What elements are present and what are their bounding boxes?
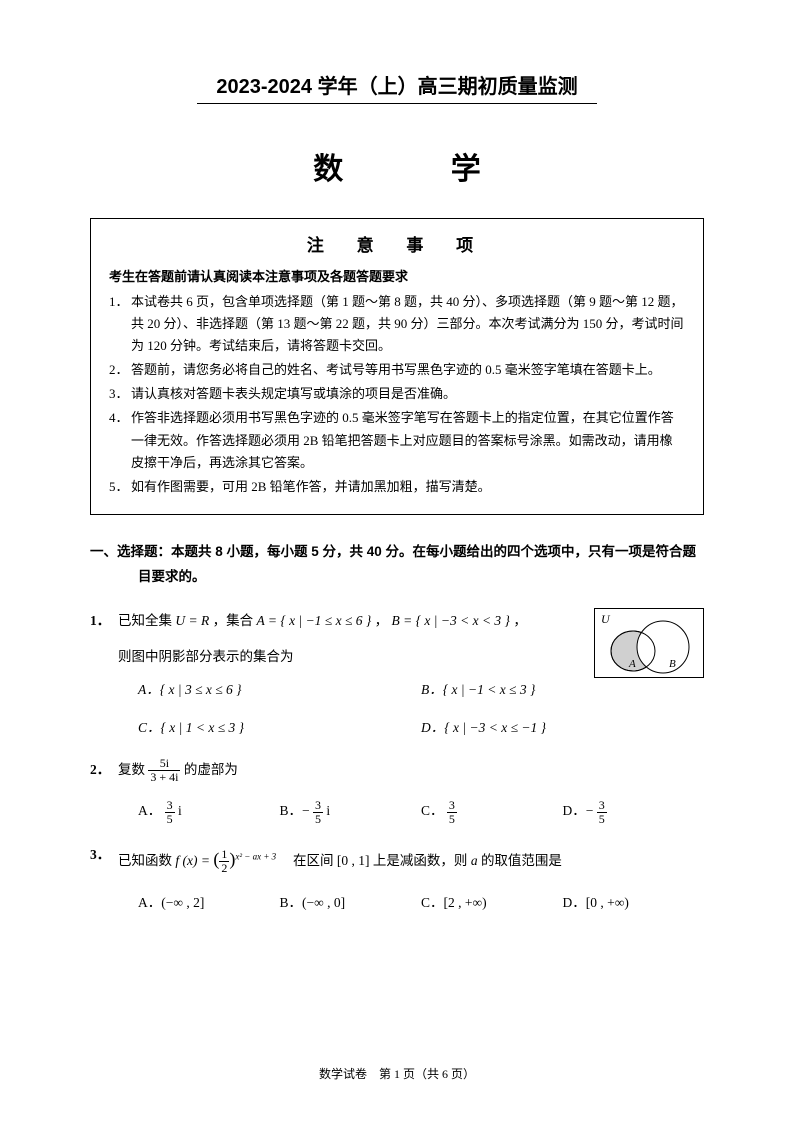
notice-box: 注 意 事 项 考生在答题前请认真阅读本注意事项及各题答题要求 1． 本试卷共 …: [90, 218, 704, 515]
venn-label-a: A: [628, 658, 636, 670]
option-a: A． 3 5 i: [138, 798, 280, 826]
notice-item: 3． 请认真核对答题卡表头规定填写或填涂的项目是否准确。: [109, 383, 685, 405]
math-u: U = R: [175, 613, 209, 628]
option-b: B．(−∞ , 0]: [280, 890, 422, 916]
fraction: 5i 3 + 4i: [148, 757, 180, 784]
opt-suffix: i: [178, 803, 182, 818]
option-b: B．− 3 5 i: [280, 798, 422, 826]
notice-item-text: 答题前，请您务必将自己的姓名、考试号等用书写黑色字迹的 0.5 毫米签字笔填在答…: [131, 359, 685, 381]
fraction-numerator: 1: [219, 848, 229, 862]
notice-item-text: 作答非选择题必须用书写黑色字迹的 0.5 毫米签字笔写在答题卡上的指定位置，在其…: [131, 407, 685, 473]
venn-label-b: B: [669, 658, 676, 670]
question-number: 2．: [90, 757, 118, 826]
venn-svg: U A B: [595, 609, 705, 679]
text: 已知全集: [118, 613, 175, 628]
exam-title: 2023-2024 学年（上）高三期初质量监测: [90, 70, 704, 99]
option-d: D．[0 , +∞): [563, 890, 705, 916]
option-b: B．{ x | −1 < x ≤ 3 }: [421, 677, 704, 703]
fraction-base: 1 2: [219, 848, 229, 875]
opt-suffix: i: [326, 803, 330, 818]
opt-prefix: B．−: [280, 803, 310, 818]
text: 的虚部为: [184, 762, 238, 777]
question-3: 3． 已知函数 f (x) = ( 1 2 )x² − ax + 3 在区间 […: [90, 842, 704, 916]
math-a: a: [471, 853, 478, 868]
options-row: A． 3 5 i B．− 3 5 i C．: [138, 798, 704, 826]
fraction-denominator: 2: [219, 862, 229, 875]
fraction-numerator: 3: [447, 799, 457, 813]
notice-list: 1． 本试卷共 6 页，包含单项选择题（第 1 题～第 8 题，共 40 分）、…: [109, 291, 685, 498]
fraction-denominator: 5: [313, 813, 323, 826]
page-footer: 数学试卷 第 1 页（共 6 页）: [0, 1065, 794, 1082]
fraction: 3 5: [165, 799, 175, 826]
fraction-numerator: 5i: [148, 757, 180, 771]
notice-item: 4． 作答非选择题必须用书写黑色字迹的 0.5 毫米签字笔写在答题卡上的指定位置…: [109, 407, 685, 473]
opt-prefix: A．: [138, 803, 161, 818]
option-a: A．(−∞ , 2]: [138, 890, 280, 916]
text: 在区间 [0 , 1] 上是减函数，则: [280, 853, 471, 868]
math-set-a: A = { x | −1 ≤ x ≤ 6 }: [256, 613, 371, 628]
fraction-denominator: 5: [447, 813, 457, 826]
title-underline: [197, 103, 597, 104]
notice-item-number: 3．: [109, 383, 131, 405]
subject-title: 数 学: [140, 144, 704, 188]
options-row: A．{ x | 3 ≤ x ≤ 6 } B．{ x | −1 < x ≤ 3 }: [138, 677, 704, 703]
notice-item-text: 本试卷共 6 页，包含单项选择题（第 1 题～第 8 题，共 40 分）、多项选…: [131, 291, 685, 357]
section-1-heading: 一、选择题：本题共 8 小题，每小题 5 分，共 40 分。在每小题给出的四个选…: [138, 539, 704, 590]
math-set-b: B = { x | −3 < x < 3 }: [392, 613, 510, 628]
option-d: D．− 3 5: [563, 798, 705, 826]
fraction-denominator: 5: [597, 813, 607, 826]
fraction: 3 5: [313, 799, 323, 826]
notice-item: 1． 本试卷共 6 页，包含单项选择题（第 1 题～第 8 题，共 40 分）、…: [109, 291, 685, 357]
question-number: 3．: [90, 842, 118, 916]
question-1: 1． 已知全集 U = R ，集合 A = { x | −1 ≤ x ≤ 6 }…: [90, 608, 704, 741]
notice-item-number: 1．: [109, 291, 131, 357]
text: 复数: [118, 762, 148, 777]
fraction-numerator: 3: [313, 799, 323, 813]
venn-label-u: U: [601, 612, 611, 626]
notice-item: 2． 答题前，请您务必将自己的姓名、考试号等用书写黑色字迹的 0.5 毫米签字笔…: [109, 359, 685, 381]
text: ，: [375, 613, 389, 628]
fraction-denominator: 3 + 4i: [148, 771, 180, 784]
fraction-numerator: 3: [597, 799, 607, 813]
notice-item-number: 4．: [109, 407, 131, 473]
venn-circle-b: [637, 621, 689, 673]
option-c: C． 3 5: [421, 798, 563, 826]
question-stem: 已知全集 U = R ，集合 A = { x | −1 ≤ x ≤ 6 } ， …: [118, 608, 558, 634]
notice-item-text: 请认真核对答题卡表头规定填写或填涂的项目是否准确。: [131, 383, 685, 405]
fraction-numerator: 3: [165, 799, 175, 813]
fraction: 3 5: [447, 799, 457, 826]
text: 的取值范围是: [481, 853, 562, 868]
option-a: A．{ x | 3 ≤ x ≤ 6 }: [138, 677, 421, 703]
exponent: x² − ax + 3: [235, 851, 276, 861]
option-d: D．{ x | −3 < x ≤ −1 }: [421, 715, 704, 741]
fraction: 3 5: [597, 799, 607, 826]
option-c: C．[2 , +∞): [421, 890, 563, 916]
venn-diagram: U A B: [594, 608, 704, 678]
opt-prefix: D．−: [563, 803, 594, 818]
math-fx: f (x) =: [175, 853, 213, 868]
option-c: C．{ x | 1 < x ≤ 3 }: [138, 715, 421, 741]
options-row: A．(−∞ , 2] B．(−∞ , 0] C．[2 , +∞) D．[0 , …: [138, 890, 704, 916]
text: 已知函数: [118, 853, 175, 868]
question-2: 2． 复数 5i 3 + 4i 的虚部为 A． 3 5 i B．−: [90, 757, 704, 826]
opt-prefix: C．: [421, 803, 444, 818]
options-row: C．{ x | 1 < x ≤ 3 } D．{ x | −3 < x ≤ −1 …: [138, 715, 704, 741]
notice-title: 注 意 事 项: [109, 231, 685, 256]
text: ，: [513, 613, 527, 628]
notice-item-text: 如有作图需要，可用 2B 铅笔作答，并请加黑加粗，描写清楚。: [131, 476, 685, 498]
notice-item: 5． 如有作图需要，可用 2B 铅笔作答，并请加黑加粗，描写清楚。: [109, 476, 685, 498]
notice-item-number: 5．: [109, 476, 131, 498]
text: ，集合: [213, 613, 257, 628]
notice-item-number: 2．: [109, 359, 131, 381]
fraction-denominator: 5: [165, 813, 175, 826]
notice-subheading: 考生在答题前请认真阅读本注意事项及各题答题要求: [109, 266, 685, 285]
question-number: 1．: [90, 608, 118, 741]
